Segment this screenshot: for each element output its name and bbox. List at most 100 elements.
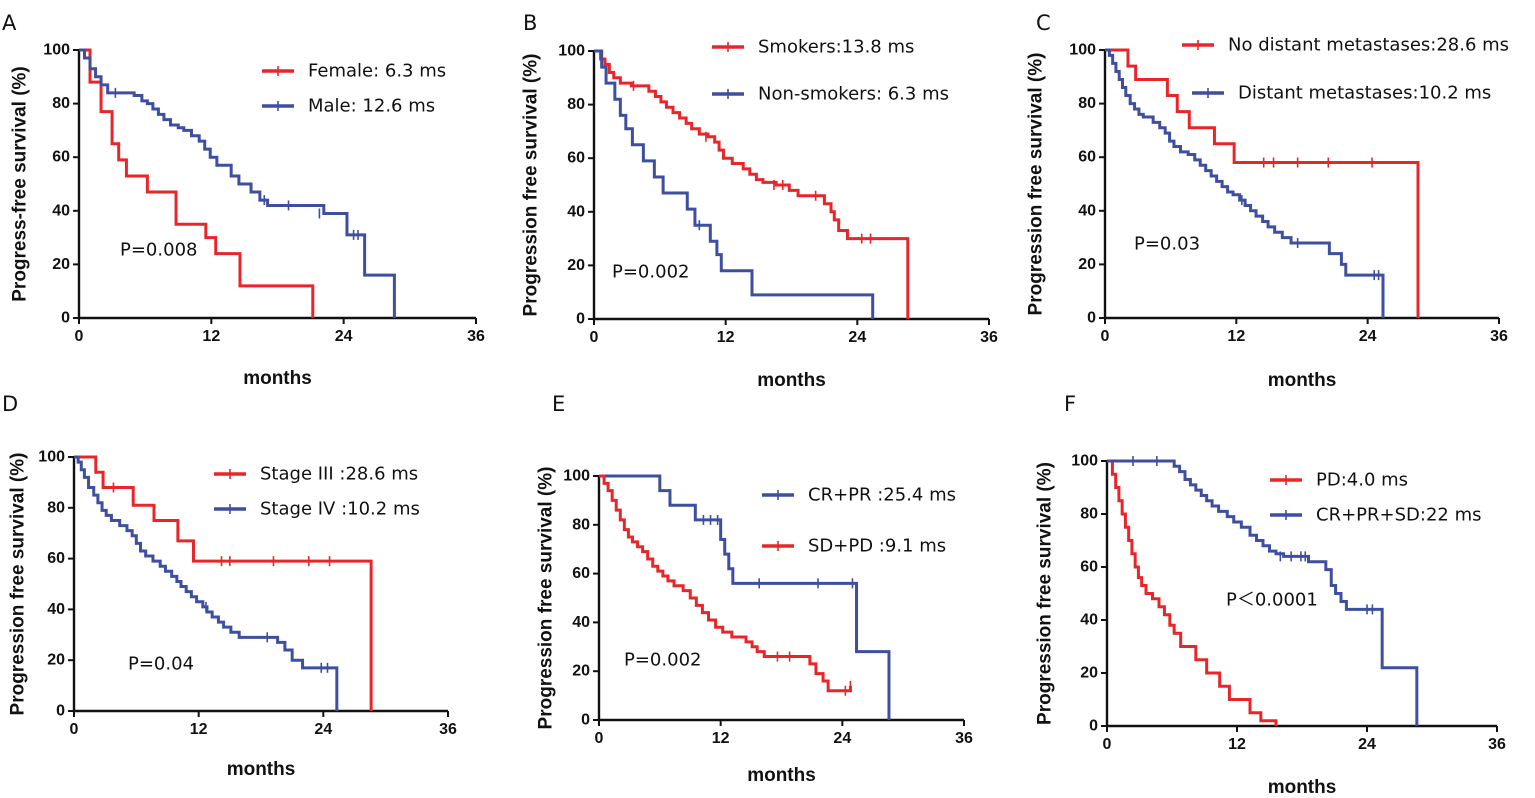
x-tick-label: 12: [712, 730, 730, 747]
x-tick-label: 12: [717, 329, 735, 346]
x-axis-title-a: months: [243, 368, 312, 389]
x-tick-label: 0: [595, 730, 604, 747]
y-tick-label: 80: [1080, 506, 1098, 523]
p-value-f: P＜0.0001: [1226, 590, 1318, 611]
y-tick-label: 20: [572, 663, 590, 680]
x-tick-label: 24: [1358, 736, 1376, 753]
x-tick-label: 12: [1227, 328, 1245, 345]
x-tick-label: 36: [1488, 736, 1506, 753]
y-tick-label: 40: [567, 203, 585, 220]
axes-e: [597, 476, 964, 722]
x-tick-label: 36: [980, 329, 998, 346]
y-tick-label: 100: [563, 468, 590, 485]
p-value-a: P=0.008: [120, 240, 197, 261]
x-tick-label: 36: [955, 730, 973, 747]
x-tick-label: 24: [335, 328, 353, 345]
y-tick-label: 60: [1078, 149, 1096, 166]
y-tick-label: 0: [1089, 718, 1098, 735]
x-axis-title-b: months: [757, 370, 826, 391]
legend-label-a-1: Female: 6.3 ms: [308, 61, 446, 82]
y-axis-title-c: Progression free survival (%): [1026, 53, 1047, 316]
x-tick-label: 12: [202, 328, 220, 345]
y-axis-title-b: Progression free survival (%): [521, 54, 542, 317]
panel-b: B 0 20 40 60 80 100 0 12 24 36 months Progression fr…: [521, 11, 999, 391]
x-tick-label: 36: [439, 721, 457, 738]
y-tick-label: 80: [572, 516, 590, 533]
legend-label-d-1: Stage III :28.6 ms: [260, 464, 418, 485]
y-tick-label: 80: [52, 95, 70, 112]
survival-curve-c-2: [1105, 48, 1385, 318]
legend-label-d-2: Stage IV :10.2 ms: [260, 499, 420, 520]
survival-curve-f-1: [1107, 459, 1278, 726]
y-tick-label: 20: [1078, 256, 1096, 273]
survival-curve-e-2: [599, 474, 852, 693]
y-tick-label: 80: [567, 96, 585, 113]
panel-e: E 0 20 40 60 80 100 0 12 24 36 months Progression fr…: [536, 392, 974, 786]
y-tick-label: 0: [56, 703, 65, 720]
y-tick-label: 0: [1087, 310, 1096, 327]
x-axis-title-f: months: [1268, 777, 1337, 798]
panel-letter-d: D: [2, 392, 18, 416]
x-tick-label: 36: [1490, 328, 1508, 345]
y-tick-label: 20: [52, 256, 70, 273]
panel-d: D 0 20 40 60 80 100 0 12 24 36 months Progression fr…: [2, 392, 457, 780]
legend-label-e-2: SD+PD :9.1 ms: [808, 536, 946, 557]
p-value-c: P=0.03: [1134, 234, 1200, 255]
y-axis-title-a: Progress-free survival (%): [10, 66, 31, 302]
x-tick-label: 0: [75, 328, 84, 345]
y-tick-label: 0: [581, 712, 590, 729]
y-axis-title-f: Progression free survival (%): [1035, 462, 1056, 725]
legend-label-a-2: Male: 12.6 ms: [308, 96, 435, 117]
panel-letter-c: C: [1036, 11, 1051, 35]
p-value-b: P=0.002: [612, 262, 689, 283]
y-tick-label: 80: [1078, 95, 1096, 112]
legend-label-e-1: CR+PR :25.4 ms: [808, 485, 956, 506]
y-tick-label: 40: [47, 601, 65, 618]
x-axis-title-c: months: [1268, 370, 1337, 391]
panel-letter-f: F: [1064, 392, 1076, 416]
legend-label-b-2: Non-smokers: 6.3 ms: [758, 84, 949, 105]
legend-label-c-2: Distant metastases:10.2 ms: [1238, 83, 1491, 104]
y-tick-label: 20: [567, 257, 585, 274]
y-tick-label: 40: [572, 614, 590, 631]
x-tick-label: 24: [314, 721, 332, 738]
x-tick-label: 24: [833, 730, 851, 747]
y-tick-label: 60: [567, 150, 585, 167]
axes-a: [77, 50, 476, 320]
x-tick-label: 36: [467, 328, 485, 345]
panel-c: C 0 20 40 60 80 100 0 12 24 36 months Progression fr…: [1026, 11, 1510, 391]
panel-letter-b: B: [523, 11, 537, 35]
survival-curve-c-1: [1105, 48, 1420, 318]
y-tick-label: 100: [1069, 42, 1096, 59]
survival-curve-d-2: [74, 455, 339, 711]
x-tick-label: 0: [590, 329, 599, 346]
y-tick-label: 100: [38, 449, 65, 466]
legend-label-b-1: Smokers:13.8 ms: [758, 37, 914, 58]
panel-f: F 0 20 40 60 80 100 0 12 24 36 months Progression fr…: [1035, 392, 1507, 798]
x-tick-label: 24: [848, 329, 866, 346]
x-axis-title-e: months: [747, 765, 816, 786]
y-tick-label: 20: [47, 652, 65, 669]
survival-curve-d-1: [74, 455, 373, 711]
y-tick-label: 100: [1071, 453, 1098, 470]
y-tick-label: 60: [572, 565, 590, 582]
survival-curve-a-2: [79, 48, 396, 318]
y-axis-title-e: Progression free survival (%): [536, 467, 557, 730]
legend-label-c-1: No distant metastases:28.6 ms: [1228, 35, 1509, 56]
panel-letter-e: E: [552, 392, 565, 416]
x-tick-label: 12: [1228, 736, 1246, 753]
legend-label-f-1: PD:4.0 ms: [1316, 470, 1408, 491]
survival-curve-e-1: [599, 474, 891, 720]
y-tick-label: 60: [47, 550, 65, 567]
y-tick-label: 100: [558, 43, 585, 60]
survival-curve-b-1: [594, 49, 910, 319]
x-tick-label: 0: [1101, 328, 1110, 345]
survival-curve-a-1: [79, 48, 315, 318]
y-tick-label: 0: [61, 310, 70, 327]
legend-label-f-2: CR+PR+SD:22 ms: [1316, 505, 1482, 526]
survival-curve-f-2: [1107, 459, 1419, 726]
p-value-e: P=0.002: [624, 650, 701, 671]
y-tick-label: 20: [1080, 665, 1098, 682]
y-axis-title-d: Progression free survival (%): [8, 453, 29, 716]
